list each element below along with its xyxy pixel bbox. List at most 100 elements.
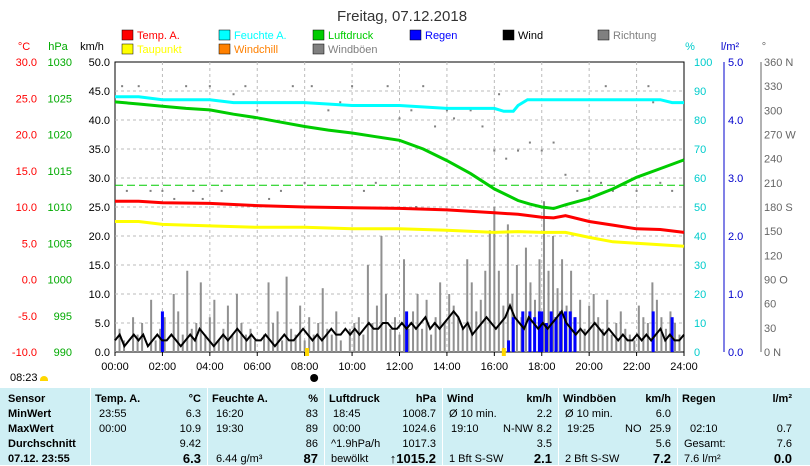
y-tick-temp: -10.0 [12, 347, 37, 359]
stats-col-wind: Wind km/h Ø 10 min. 2.2 19:10 N-NW 8.2 3… [443, 388, 558, 466]
rain-bar [651, 311, 655, 352]
y-tick-humidity: 60 [694, 173, 706, 185]
y-tick-wind: 20.0 [89, 231, 110, 243]
regen-max-time: 02:10 [690, 423, 718, 435]
direction-dot [481, 125, 484, 128]
boeen-current: 7.2 [652, 451, 671, 466]
wind-avg: 3.5 [536, 438, 552, 450]
moon-phase-icon [310, 374, 319, 382]
feuchte-abs-humidity: 6.44 g/m³ [216, 453, 263, 465]
series-humidity [115, 95, 684, 113]
y-tick-pressure: 1000 [48, 275, 72, 287]
direction-dot [192, 189, 195, 192]
y-tick-humidity: 0 [694, 347, 700, 359]
regen-total-label: Gesamt: [684, 438, 726, 450]
luftdruck-current: ↑1015.2 [389, 451, 436, 466]
rain-bar [670, 317, 674, 352]
series-wind [114, 302, 685, 349]
luftdruck-min-time: 18:45 [333, 408, 361, 420]
x-tick-label: 14:00 [433, 361, 461, 373]
y-tick-temp: 10.0 [16, 202, 37, 214]
direction-dot [201, 197, 204, 200]
y-tick-direction: 60 [764, 299, 776, 311]
boeen-max: 25.9 [649, 423, 671, 435]
direction-dot [604, 85, 607, 88]
temp-current: 6.3 [182, 451, 201, 466]
x-tick-label: 24:00 [670, 361, 698, 373]
direction-dot [434, 125, 437, 128]
direction-dot [362, 189, 365, 192]
current-time: 08:23 [10, 372, 38, 384]
temp-max: 10.9 [179, 423, 201, 435]
row-label-min: MinWert [8, 408, 52, 420]
direction-dot [671, 189, 674, 192]
wind-unit: km/h [526, 393, 552, 405]
direction-dot [256, 109, 259, 112]
direction-dot [564, 173, 567, 176]
direction-dot [552, 141, 555, 144]
direction-dot [659, 181, 662, 184]
direction-dot [635, 189, 638, 192]
temp-unit: °C [188, 393, 201, 405]
boeen-avg: 5.6 [655, 438, 671, 450]
rain-bar [537, 311, 541, 352]
direction-dot [647, 85, 650, 88]
x-tick-label: 04:00 [196, 361, 224, 373]
axis-unit-rain: l/m² [721, 41, 740, 53]
y-tick-wind: 10.0 [89, 289, 110, 301]
regen-unit: l/m² [772, 393, 792, 405]
legend-label: Taupunkt [137, 44, 182, 56]
y-tick-wind: 0.0 [95, 347, 110, 359]
x-tick-label: 12:00 [386, 361, 414, 373]
wind-beaufort: 1 Bft S-SW [449, 453, 504, 465]
y-tick-humidity: 20 [694, 289, 706, 301]
y-tick-direction: 210 [764, 178, 782, 190]
direction-dot [505, 157, 508, 160]
y-tick-humidity: 50 [694, 202, 706, 214]
legend-label: Temp. A. [137, 30, 180, 42]
y-tick-temp: 15.0 [16, 166, 37, 178]
direction-dot [386, 85, 389, 88]
direction-dot [173, 197, 176, 200]
legend-swatch [121, 29, 134, 41]
x-axis: 00:00 02:00 04:00 06:00 08:00 10:00 12:00 14:00… [101, 348, 698, 382]
stats-col-regen: Regen l/m² 02:10 0.7 Gesamt: 7.6 7.6 l/m… [678, 388, 798, 466]
y-tick-direction: 360 N [764, 57, 793, 69]
temp-header: Temp. A. [95, 393, 141, 405]
sunrise-marker [305, 348, 310, 356]
direction-dot [453, 117, 456, 120]
direction-dot [232, 93, 235, 96]
stats-col-temp: Temp. A. °C 23:55 6.3 00:00 10.9 9.42 6.… [91, 388, 207, 466]
regen-header: Regen [682, 393, 716, 405]
y-tick-direction: 330 [764, 81, 782, 93]
legend-swatch [409, 29, 422, 41]
y-tick-temp: 5.0 [22, 238, 37, 250]
y-tick-pressure: 995 [54, 311, 72, 323]
direction-dot [410, 109, 413, 112]
axis-unit-pressure: hPa [48, 41, 68, 53]
rain-bar [405, 311, 409, 352]
legend-label: Regen [425, 30, 457, 42]
direction-dot [493, 149, 496, 152]
stats-col-luftdruck: Luftdruck hPa 18:45 1008.7 00:00 1024.6 … [325, 388, 442, 466]
direction-dot [611, 189, 614, 192]
feuchte-max: 89 [305, 423, 318, 435]
sun-icon [40, 376, 48, 381]
boeen-unit: km/h [645, 393, 671, 405]
y-tick-rain: 4.0 [728, 115, 743, 127]
y-tick-direction: 150 [764, 226, 782, 238]
stats-col-labels: Sensor MinWert MaxWert Durchschnitt 07.1… [0, 388, 90, 465]
axis-unit-humidity: % [685, 41, 695, 53]
x-tick-label: 08:00 [291, 361, 319, 373]
y-tick-humidity: 10 [694, 318, 706, 330]
x-tick-label: 16:00 [481, 361, 509, 373]
luftdruck-header: Luftdruck [329, 393, 380, 405]
legend: Temp. A. Feuchte A. Luftdruck Regen Wind Rich… [121, 29, 656, 56]
y-tick-wind: 35.0 [89, 144, 110, 156]
direction-dot [398, 117, 401, 120]
wind-max-time: 19:10 [451, 423, 479, 435]
temp-avg: 9.42 [179, 438, 201, 450]
direction-dot [149, 189, 152, 192]
axis-unit-temp: °C [18, 41, 30, 53]
rain-bar [559, 311, 563, 352]
